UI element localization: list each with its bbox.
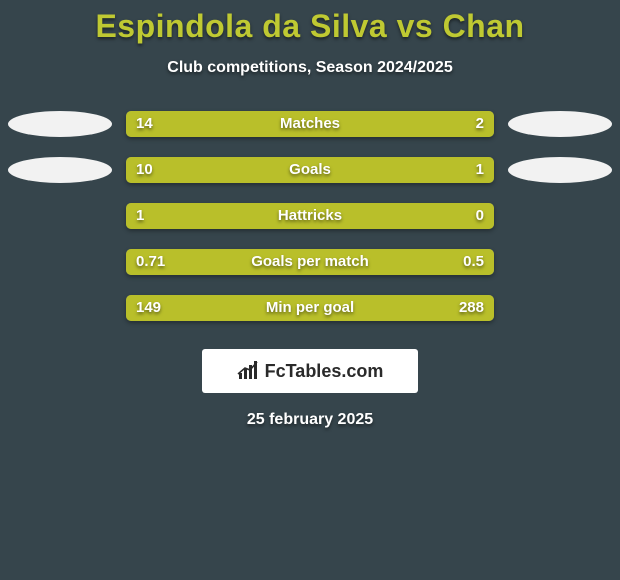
bar-chart-icon <box>237 361 259 381</box>
stat-bar: 0.710.5Goals per match <box>126 249 494 275</box>
stat-bar: 101Goals <box>126 157 494 183</box>
comparison-infographic: Espindola da Silva vs Chan Club competit… <box>0 0 620 429</box>
player-right-avatar <box>508 157 612 183</box>
stat-label: Matches <box>126 111 494 137</box>
stat-row: 142Matches <box>8 111 612 137</box>
stat-rows: 142Matches 101Goals 10Hattricks 0.710.5Goal… <box>0 111 620 321</box>
source-logo: FcTables.com <box>202 349 418 393</box>
page-title: Espindola da Silva vs Chan <box>0 8 620 45</box>
stat-row: 149288Min per goal <box>8 295 612 321</box>
date-text: 25 february 2025 <box>0 411 620 429</box>
stat-row: 0.710.5Goals per match <box>8 249 612 275</box>
stat-label: Goals per match <box>126 249 494 275</box>
player-right-avatar <box>508 111 612 137</box>
stat-label: Min per goal <box>126 295 494 321</box>
player-left-avatar <box>8 111 112 137</box>
stat-bar: 142Matches <box>126 111 494 137</box>
stat-bar: 10Hattricks <box>126 203 494 229</box>
player-left-avatar <box>8 157 112 183</box>
logo-text: FcTables.com <box>265 361 384 382</box>
stat-row: 10Hattricks <box>8 203 612 229</box>
stat-label: Hattricks <box>126 203 494 229</box>
stat-label: Goals <box>126 157 494 183</box>
stat-row: 101Goals <box>8 157 612 183</box>
stat-bar: 149288Min per goal <box>126 295 494 321</box>
subtitle: Club competitions, Season 2024/2025 <box>0 59 620 77</box>
